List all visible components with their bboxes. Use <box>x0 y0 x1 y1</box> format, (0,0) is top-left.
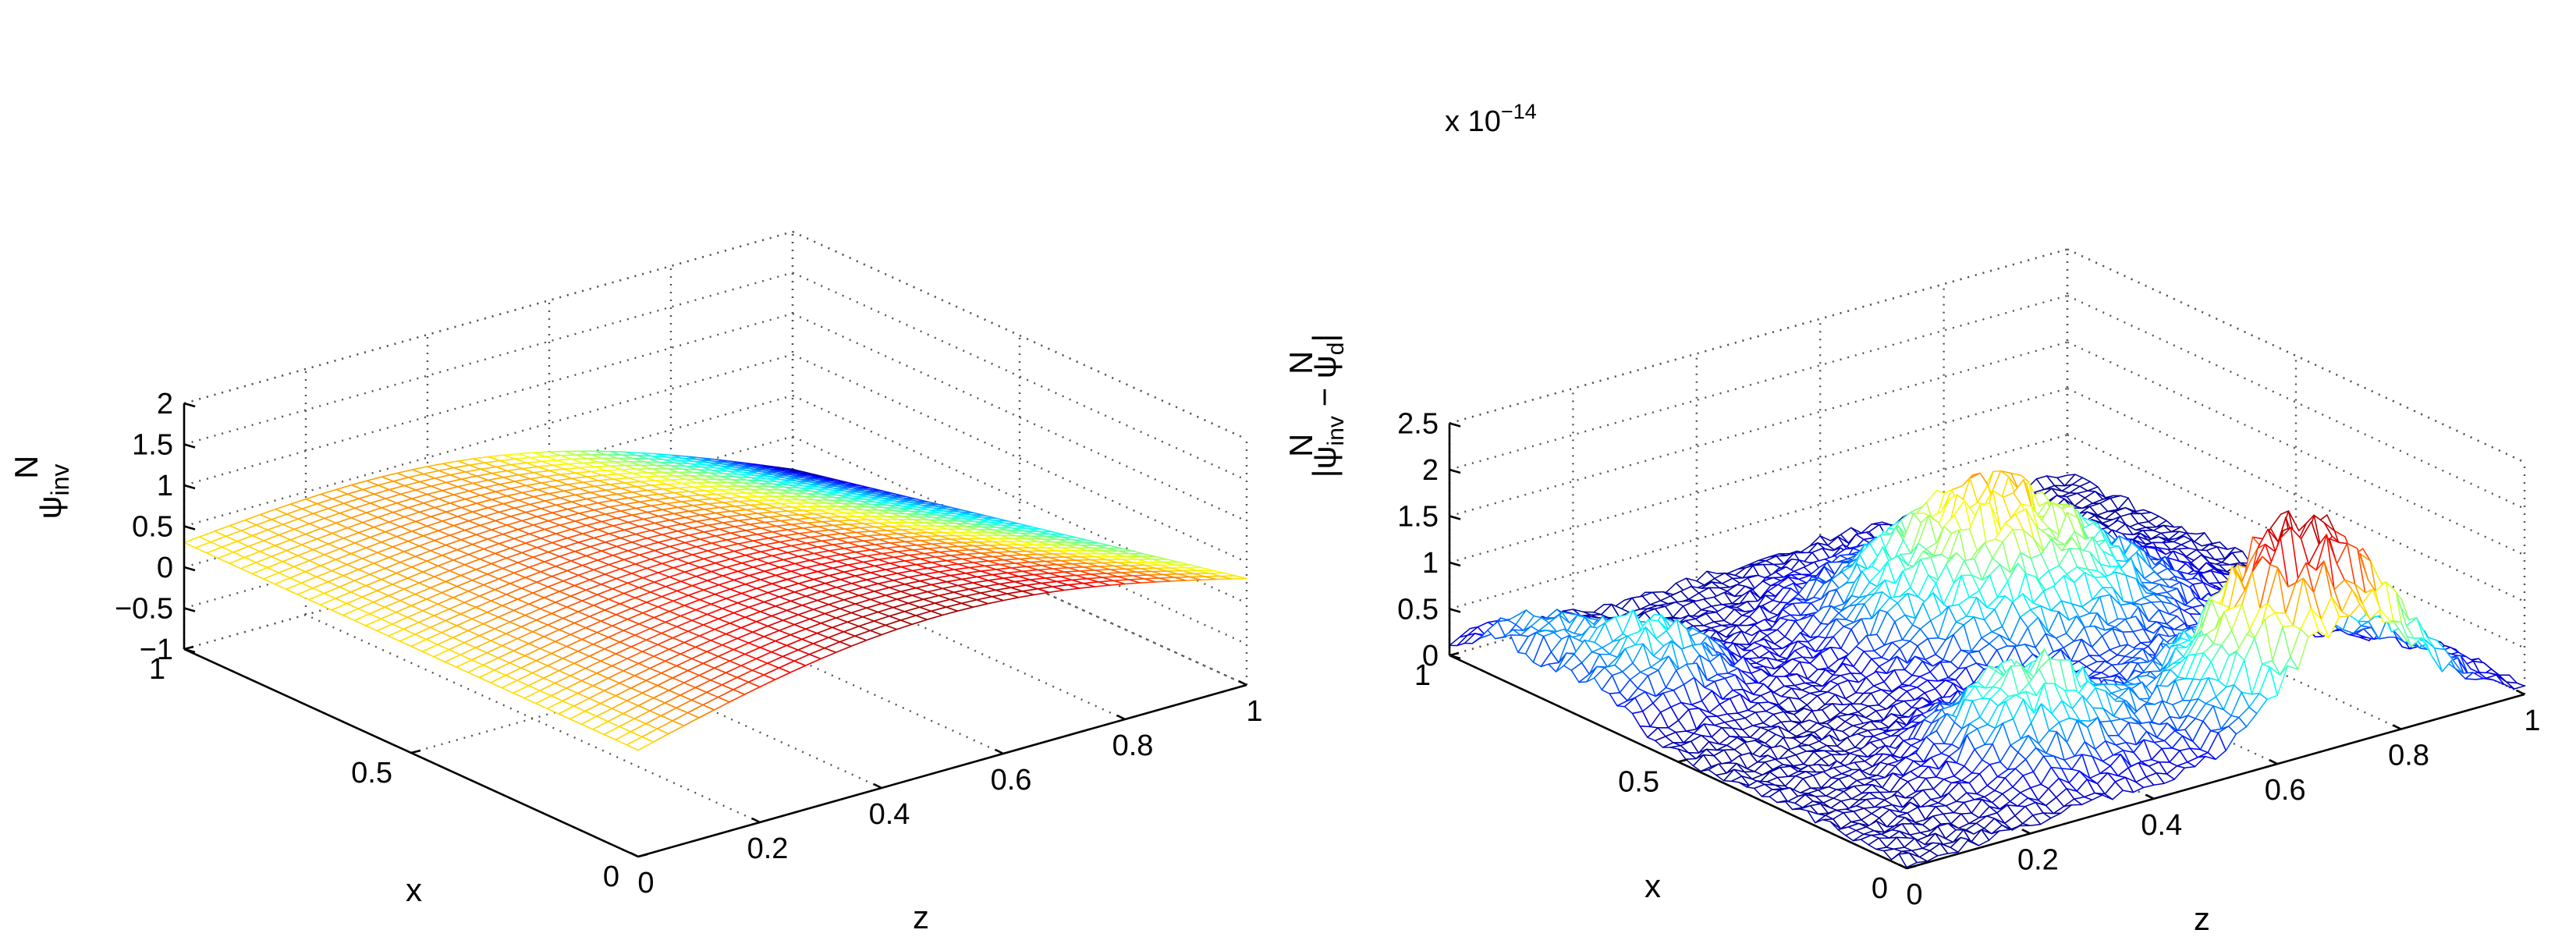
x-tick-mark-1 <box>410 749 421 754</box>
grid-line-value-back-4 <box>1449 294 2068 471</box>
left-value-axis-label: ψinv N <box>8 456 74 520</box>
value-tick-mark-5 <box>183 443 196 449</box>
value-tick-label-1: −0.5 <box>115 593 173 626</box>
x-tick-mark-2 <box>183 645 194 651</box>
value-tick-label-4: 1 <box>157 470 173 502</box>
left-x-axis-label: x <box>406 871 422 908</box>
value-tick-label-3: 0.5 <box>132 511 173 544</box>
z-tick-label-5: 1 <box>1246 695 1262 728</box>
z-axis-line <box>637 683 1247 858</box>
grid-top-back <box>1449 248 2068 424</box>
z-tick-label-3: 0.6 <box>991 764 1032 797</box>
value-tick-mark-6 <box>183 402 196 408</box>
grid-line-value-back-5 <box>183 271 793 445</box>
x-tick-mark-0 <box>637 853 648 858</box>
x-tick-label-1: 0.5 <box>351 757 392 790</box>
z-tick-mark-5 <box>1238 680 1247 687</box>
value-tick-mark-3 <box>183 525 196 531</box>
z-tick-mark-1 <box>751 817 761 824</box>
z-tick-mark-4 <box>1116 714 1126 721</box>
left-ylabel-psi: ψ <box>31 495 68 519</box>
value-tick-mark-4 <box>183 484 196 490</box>
value-tick-mark-2 <box>183 566 196 572</box>
left-surface-mesh <box>183 450 1247 751</box>
left-ylabel-sup: N <box>8 456 44 479</box>
value-tick-label-2: 0 <box>157 552 173 584</box>
left-z-axis-label: z <box>913 899 929 935</box>
x-tick-label-0: 0 <box>603 861 619 893</box>
z-tick-mark-3 <box>995 748 1004 755</box>
value-tick-mark-1 <box>183 607 196 612</box>
z-tick-label-2: 0.4 <box>869 798 910 831</box>
z-tick-label-0: 0 <box>637 867 654 900</box>
x-tick-label-2: 1 <box>149 653 165 686</box>
grid-line-value-side-5 <box>792 271 1247 481</box>
left-ylabel-sub: inv <box>46 464 74 496</box>
value-tick-label-5: 1.5 <box>132 429 173 462</box>
z-tick-label-4: 0.8 <box>1112 729 1154 762</box>
z-tick-mark-2 <box>873 783 882 790</box>
grid-line-value-side-4 <box>2067 294 2525 510</box>
right-surface-mesh <box>1449 470 2525 868</box>
grid-top-back <box>183 230 793 405</box>
value-tick-label-6: 2 <box>157 388 173 421</box>
z-tick-label-1: 0.2 <box>747 832 789 865</box>
